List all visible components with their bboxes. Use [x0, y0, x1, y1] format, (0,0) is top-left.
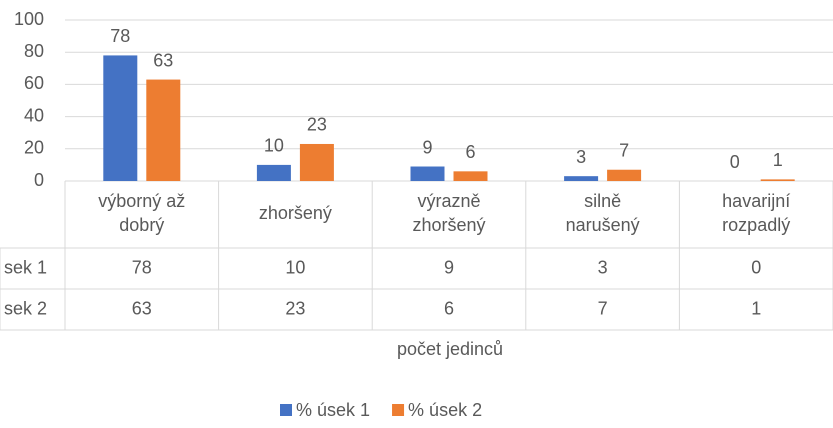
table-cell: 9: [444, 257, 454, 277]
data-label: 6: [465, 142, 475, 162]
table-cell: 63: [132, 298, 152, 318]
data-label: 9: [422, 137, 432, 157]
table-cell: 10: [285, 257, 305, 277]
legend-label: % úsek 1: [296, 400, 370, 420]
x-tick-label: zhoršený: [259, 203, 332, 223]
x-axis-title: počet jedinců: [397, 339, 503, 359]
bar: [299, 143, 334, 181]
table-cell: 6: [444, 298, 454, 318]
bar: [410, 166, 445, 181]
y-tick-label: 40: [24, 105, 44, 125]
data-label: 78: [110, 26, 130, 46]
table-row-label: sek 2: [4, 298, 47, 318]
data-label: 0: [730, 152, 740, 172]
legend-swatch: [392, 404, 405, 416]
y-tick-label: 100: [14, 9, 44, 29]
x-tick-label: silně narušený: [566, 191, 640, 235]
y-tick-label: 80: [24, 41, 44, 61]
bar: [103, 55, 138, 181]
table-cell: 1: [751, 298, 761, 318]
legend-label: % úsek 2: [408, 400, 482, 420]
table-cell: 78: [132, 257, 152, 277]
x-tick-label: výborný až dobrý: [98, 191, 185, 235]
table-cell: 0: [751, 257, 761, 277]
table-row-label: sek 1: [4, 257, 47, 277]
table-cell: 3: [598, 257, 608, 277]
data-label: 1: [773, 150, 783, 170]
bar: [146, 79, 181, 181]
bar: [453, 171, 488, 181]
x-tick-label: výrazně zhoršený: [412, 191, 485, 235]
x-tick-label: havarijní rozpadlý: [722, 191, 790, 235]
y-tick-label: 60: [24, 73, 44, 93]
y-tick-label: 20: [24, 138, 44, 158]
data-label: 7: [619, 140, 629, 160]
data-label: 10: [264, 136, 284, 156]
y-tick-label: 0: [34, 170, 44, 190]
table-cell: 7: [598, 298, 608, 318]
data-label: 3: [576, 147, 586, 167]
data-label: 23: [307, 115, 327, 135]
bar: [564, 176, 599, 181]
legend-swatch: [280, 404, 292, 416]
bar: [607, 169, 642, 181]
bar: [760, 179, 795, 181]
bar: [256, 164, 291, 181]
table-cell: 23: [285, 298, 305, 318]
data-label: 63: [153, 50, 173, 70]
